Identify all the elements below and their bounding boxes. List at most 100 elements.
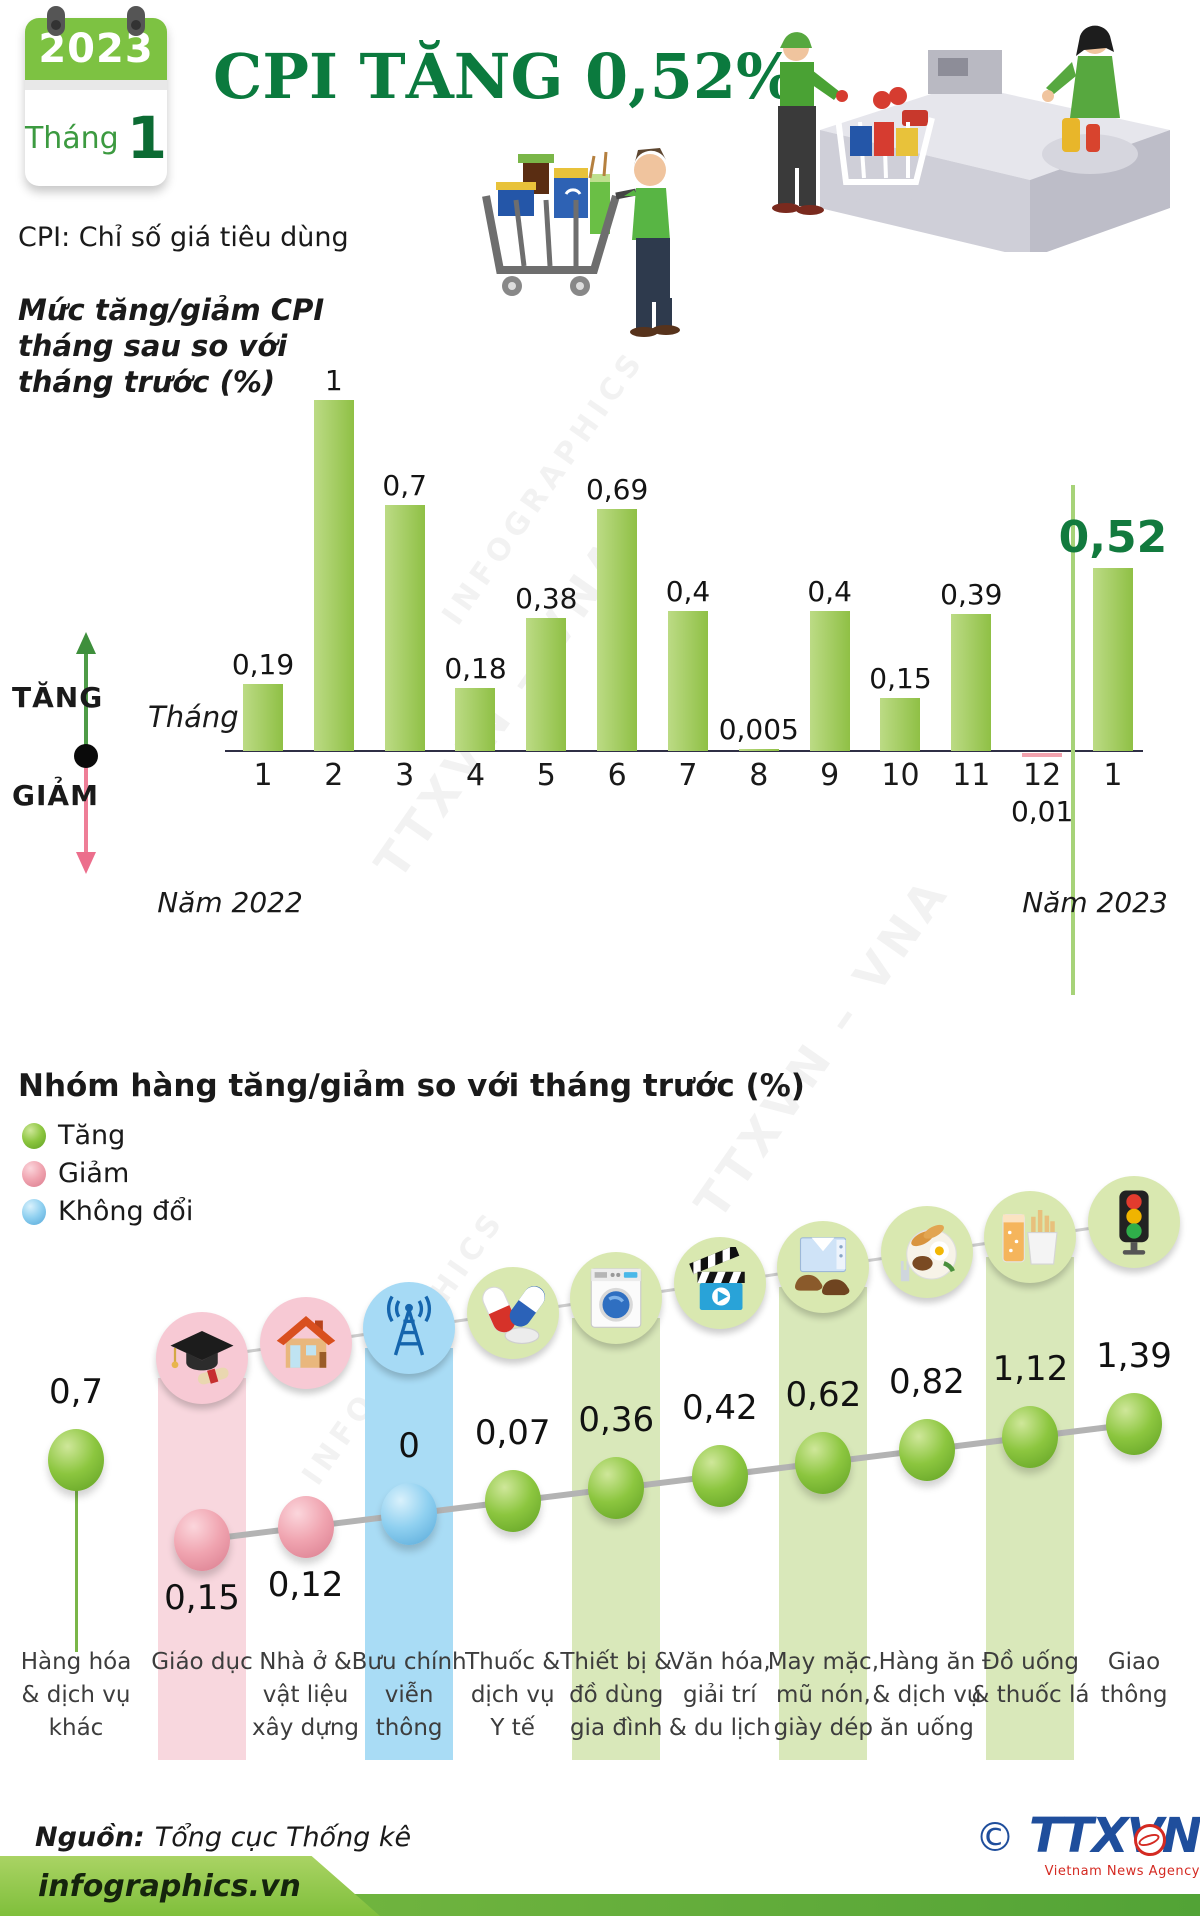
category-label-line: Thuốc & (465, 1649, 561, 1675)
month-tick-label: 2 (324, 758, 344, 793)
bar-month-3 (384, 505, 425, 751)
month-tick-label: 11 (952, 758, 991, 793)
category-label-line: May mặc, (767, 1649, 880, 1675)
source-value: Tổng cục Thống kê (154, 1822, 412, 1853)
category-label: Văn hóa, giải trí & du lịch (661, 1646, 779, 1745)
year-divider-line (1071, 485, 1075, 995)
category-value-label: 1,39 (1096, 1336, 1172, 1376)
category-label-line: Giáo dục (151, 1649, 253, 1675)
category-label-line: mũ nón, (775, 1682, 871, 1708)
cpi-definition-text: CPI: Chỉ số giá tiêu dùng (18, 222, 349, 253)
data-ball-blue (381, 1483, 438, 1545)
month-tick-label: 5 (536, 758, 556, 793)
month-tick-label: 7 (678, 758, 698, 793)
category-label-line: Bưu chính (351, 1649, 467, 1675)
month-tick-label: 6 (607, 758, 627, 793)
agency-subtitle: Vietnam News Agency (1044, 1864, 1200, 1879)
category-value-label: 0,36 (578, 1400, 655, 1440)
category-value-label: 0,07 (474, 1413, 551, 1453)
bar-month-1 (1092, 568, 1133, 751)
category-label-line: & thuốc lá (971, 1682, 1090, 1708)
source-note: Nguồn: Tổng cục Thống kê (35, 1822, 411, 1853)
graduation-cap-icon (156, 1312, 248, 1404)
green-ball-icon (22, 1122, 46, 1149)
category-value-label: 0,82 (889, 1362, 965, 1402)
legend-item-label: Giảm (58, 1158, 130, 1189)
month-tick-label: 12 (1023, 758, 1062, 793)
agency-name: TTXVN (1029, 1808, 1200, 1864)
category-label-line: thông (375, 1715, 443, 1741)
globe-icon (1133, 1824, 1166, 1856)
category-label: Nhà ở & vật liệu xây dựng (247, 1646, 365, 1745)
bar-value-label: 0,005 (718, 713, 799, 746)
legend-item-label: Tăng (58, 1120, 126, 1151)
bar-month-11 (951, 614, 992, 751)
category-value-label: 0,62 (785, 1375, 862, 1415)
month-tick-label: 9 (820, 758, 840, 793)
month-tick-label: 3 (395, 758, 415, 793)
ball-stem (75, 1486, 78, 1652)
bar-month-1 (243, 684, 283, 751)
category-label: Bưu chính viễn thông (350, 1646, 468, 1745)
category-value-label: 0,7 (48, 1372, 104, 1412)
data-ball-green (691, 1445, 748, 1507)
bar-month-7 (667, 611, 708, 751)
bar-value-label: 0,19 (231, 648, 295, 681)
category-label-line: Đồ uống (981, 1649, 1079, 1675)
column-band-blue (365, 1348, 454, 1760)
category-value-label: 0,12 (267, 1565, 344, 1605)
category-label: Thuốc & dịch vụ Y tế (454, 1646, 572, 1745)
bar-value-label: 0,52 (1058, 512, 1168, 563)
bar-month-2 (313, 400, 354, 751)
data-ball-green (48, 1429, 104, 1491)
bar-month-12 (1022, 753, 1063, 757)
data-ball-green (1106, 1393, 1163, 1455)
site-link[interactable]: infographics.vn (38, 1868, 301, 1904)
bar-value-label: 0,18 (444, 652, 507, 685)
source-label: Nguồn: (35, 1822, 145, 1853)
bar-value-label: 0,01 (1010, 795, 1074, 828)
category-label: Hàng hóa & dịch vụ khác (17, 1646, 135, 1745)
category-label: May mặc, mũ nón, giày dép (764, 1646, 882, 1745)
category-label: Giao thông (1075, 1646, 1193, 1712)
category-label-line: Hàng hóa (20, 1649, 132, 1675)
month-tick-label: 1 (1103, 758, 1123, 793)
category-label-line: giày dép (773, 1715, 874, 1741)
category-label-line: gia đình (569, 1715, 663, 1741)
data-ball-pink (174, 1509, 230, 1571)
calendar-month-label: Tháng (24, 120, 119, 156)
category-label-line: viễn (384, 1682, 434, 1708)
calendar-strip (25, 80, 167, 90)
data-ball-green (484, 1470, 541, 1532)
blue-ball-icon (22, 1198, 46, 1225)
watermark: TTXVN – VNA (684, 865, 961, 1229)
data-ball-green (1002, 1406, 1059, 1468)
legend-item-label: Không đổi (58, 1196, 194, 1227)
data-ball-pink (277, 1496, 334, 1558)
chart1-title: Mức tăng/giảm CPI tháng sau so với tháng… (18, 293, 325, 399)
calendar-ring-icon (47, 6, 65, 36)
category-value-label: 0 (398, 1426, 420, 1466)
category-label-line: vật liệu (262, 1682, 349, 1708)
antenna-icon (363, 1282, 456, 1374)
category-label-line: xây dựng (252, 1715, 360, 1741)
category-label-line: thông (1100, 1682, 1168, 1708)
shopper-cart-illustration (482, 148, 680, 337)
chart1-axis-label: Tháng (148, 700, 239, 734)
legend-item-green: Tăng (22, 1120, 125, 1151)
increase-decrease-arrow-icon (74, 632, 98, 874)
house-icon (259, 1297, 352, 1389)
chart1-axis-line (225, 750, 1143, 752)
bar-value-label: 0,4 (665, 575, 711, 608)
category-label-line: đồ dùng (569, 1682, 664, 1708)
month-tick-label: 8 (749, 758, 769, 793)
category-label-line: giải trí (682, 1682, 757, 1708)
pills-icon (466, 1267, 559, 1359)
category-label: Thiết bị & đồ dùng gia đình (557, 1646, 675, 1745)
data-ball-green (898, 1419, 955, 1481)
beverages-icon (984, 1191, 1077, 1283)
category-label-line: ăn uống (880, 1715, 974, 1741)
bar-value-label: 0,38 (515, 582, 578, 615)
bar-value-label: 0,7 (382, 469, 427, 502)
copyright-icon: © (975, 1815, 1015, 1861)
